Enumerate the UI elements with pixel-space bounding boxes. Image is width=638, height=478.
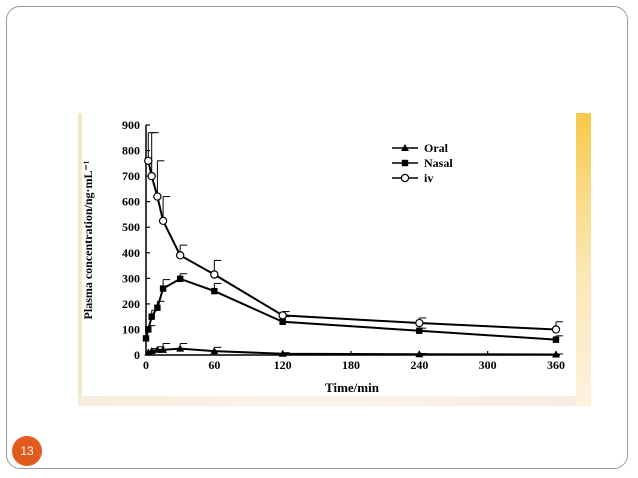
data-point-iv [147,171,156,181]
x-tick-label: 60 [208,358,220,372]
legend-item-iv: iv [392,171,433,185]
y-tick-label: 100 [122,322,140,336]
data-point-iv [415,318,424,328]
data-point-iv [210,270,219,279]
figure-image [78,113,591,406]
y-tick-label: 300 [122,271,140,285]
y-axis-label: Plasma concentration/ng·mL⁻¹ [81,160,95,319]
x-axis-label: Time/min [325,380,380,395]
y-tick-label: 200 [122,297,140,311]
data-point-oral [153,345,162,353]
y-tick-label: 600 [122,195,140,209]
data-point-nasal [176,275,184,283]
page-number-badge: 13 [12,436,42,466]
data-point-nasal [154,304,161,311]
legend-marker-nasal [401,159,409,167]
data-point-iv [551,325,561,334]
data-point-nasal [159,285,167,292]
legend-item-oral: Oral [392,141,449,155]
data-point-iv [144,156,153,165]
series-line-iv [147,160,557,331]
series-oral [144,343,563,358]
data-point-nasal [279,318,286,325]
data-point-oral [552,350,560,358]
y-tick-label: 500 [122,220,140,234]
series-plot-area [142,132,563,358]
tick-labels: 0 100 200 300 400 500 600 700 800 900 0 60 120 180 240… [122,118,565,372]
series-line-oral [147,347,557,356]
y-tick-label: 800 [122,144,140,158]
data-point-nasal [552,336,560,343]
series-iv [144,132,563,334]
legend-label-iv: iv [424,171,433,185]
data-point-oral [278,349,287,357]
legend-label-oral: Oral [424,141,449,155]
x-tick-label: 0 [143,358,149,372]
data-point-iv [158,216,168,226]
legend-marker-iv [400,173,410,183]
legend-label-nasal: Nasal [424,156,453,170]
x-tick-label: 180 [342,358,360,372]
figure-left-edge-strip [78,113,82,406]
data-point-iv [153,192,162,201]
x-tick-label: 120 [274,358,292,372]
legend-marker-oral [401,144,409,151]
x-tick-label: 300 [479,358,497,372]
data-point-oral [176,344,185,352]
y-tick-label: 900 [122,118,140,132]
data-point-nasal [145,326,152,333]
legend-item-nasal: Nasal [392,156,453,170]
x-tick-label: 360 [547,358,565,372]
data-point-nasal [148,313,155,320]
y-tick-label: 400 [122,246,140,260]
data-point-oral [415,350,424,358]
series-nasal [142,273,563,343]
data-point-oral [210,347,219,355]
data-point-nasal [211,287,218,295]
figure-accent-strip [576,113,591,406]
y-tick-label: 0 [134,348,140,362]
y-tick-label: 700 [122,169,140,183]
x-tick-label: 240 [410,358,428,372]
axes [145,124,560,356]
data-point-iv [278,311,287,320]
data-point-nasal [416,327,423,334]
data-point-iv [175,251,185,260]
figure-bottom-edge-strip [78,396,591,406]
data-point-oral [159,345,168,353]
series-line-nasal [145,277,557,341]
data-point-nasal [142,335,150,342]
